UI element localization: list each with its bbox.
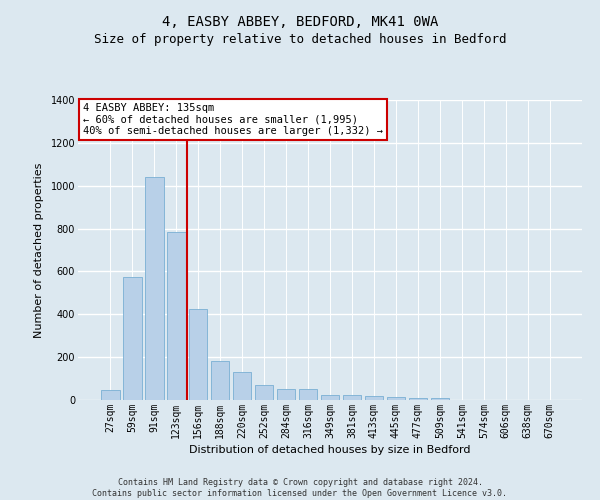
Text: 4, EASBY ABBEY, BEDFORD, MK41 0WA: 4, EASBY ABBEY, BEDFORD, MK41 0WA xyxy=(162,15,438,29)
Bar xyxy=(233,372,251,400)
Bar xyxy=(299,389,317,400)
X-axis label: Distribution of detached houses by size in Bedford: Distribution of detached houses by size … xyxy=(189,445,471,455)
Bar xyxy=(167,232,185,400)
Y-axis label: Number of detached properties: Number of detached properties xyxy=(34,162,44,338)
Bar xyxy=(277,389,295,400)
Bar xyxy=(189,309,208,400)
Bar xyxy=(211,362,229,400)
Bar xyxy=(145,177,164,400)
Bar xyxy=(409,398,427,400)
Bar xyxy=(431,398,449,400)
Text: Size of property relative to detached houses in Bedford: Size of property relative to detached ho… xyxy=(94,32,506,46)
Text: Contains HM Land Registry data © Crown copyright and database right 2024.
Contai: Contains HM Land Registry data © Crown c… xyxy=(92,478,508,498)
Text: 4 EASBY ABBEY: 135sqm
← 60% of detached houses are smaller (1,995)
40% of semi-d: 4 EASBY ABBEY: 135sqm ← 60% of detached … xyxy=(83,103,383,136)
Bar xyxy=(320,394,340,400)
Bar xyxy=(386,397,405,400)
Bar xyxy=(123,277,142,400)
Bar xyxy=(255,385,274,400)
Bar xyxy=(365,396,383,400)
Bar xyxy=(101,390,119,400)
Bar xyxy=(343,396,361,400)
